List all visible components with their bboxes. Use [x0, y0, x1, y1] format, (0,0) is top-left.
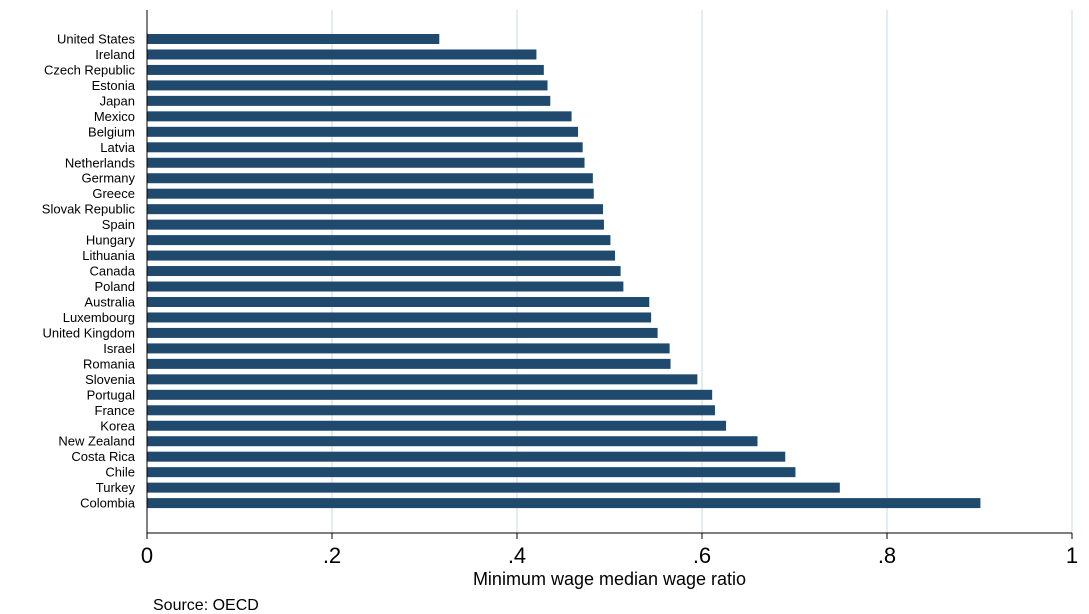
bars [147, 34, 981, 509]
x-tick-label-3: .6 [693, 543, 711, 568]
bar-romania [147, 358, 671, 369]
x-axis-label: Minimum wage median wage ratio [473, 569, 746, 589]
category-label-netherlands: Netherlands [65, 155, 136, 170]
bar-greece [147, 188, 594, 199]
category-label-spain: Spain [102, 217, 135, 232]
category-label-slovenia: Slovenia [85, 372, 136, 387]
x-tick-label-2: .4 [508, 543, 526, 568]
bar-france [147, 405, 715, 416]
bar-korea [147, 420, 727, 431]
bar-czech-republic [147, 64, 544, 75]
x-tick-label-0: 0 [141, 543, 153, 568]
category-label-colombia: Colombia [80, 496, 136, 511]
category-label-estonia: Estonia [92, 78, 136, 93]
bar-united-states [147, 34, 440, 44]
bar-netherlands [147, 157, 585, 168]
category-label-canada: Canada [89, 264, 135, 279]
bar-spain [147, 219, 604, 230]
category-label-portugal: Portugal [87, 387, 136, 402]
category-label-hungary: Hungary [86, 233, 136, 248]
category-label-romania: Romania [83, 356, 136, 371]
category-label-chile: Chile [105, 465, 135, 480]
bar-canada [147, 266, 621, 277]
category-label-turkey: Turkey [96, 480, 136, 495]
bar-estonia [147, 80, 548, 91]
bar-belgium [147, 126, 579, 137]
x-tick-label-5: 1 [1066, 543, 1078, 568]
category-label-united-kingdom: United Kingdom [43, 325, 136, 340]
category-label-korea: Korea [100, 418, 135, 433]
bar-germany [147, 173, 593, 184]
category-label-lithuania: Lithuania [82, 248, 136, 263]
bar-chile [147, 467, 796, 478]
category-label-czech-republic: Czech Republic [44, 62, 136, 77]
category-label-israel: Israel [103, 341, 135, 356]
category-label-poland: Poland [95, 279, 135, 294]
bar-hungary [147, 235, 611, 246]
bar-ireland [147, 49, 537, 60]
category-label-belgium: Belgium [88, 124, 135, 139]
category-label-luxembourg: Luxembourg [63, 310, 135, 325]
category-label-australia: Australia [84, 294, 135, 309]
category-label-ireland: Ireland [95, 47, 135, 62]
bar-israel [147, 343, 670, 354]
category-label-new-zealand: New Zealand [58, 434, 135, 449]
x-tick-label-1: .2 [323, 543, 341, 568]
category-label-latvia: Latvia [100, 140, 135, 155]
x-tick-label-4: .8 [878, 543, 896, 568]
x-ticks: 0 .2 .4 .6 .8 1 [141, 533, 1078, 568]
bar-japan [147, 95, 551, 106]
bar-costa-rica [147, 451, 786, 462]
category-label-slovak-republic: Slovak Republic [42, 202, 136, 217]
category-label-germany: Germany [82, 171, 136, 186]
source-note: Source: OECD [153, 597, 259, 614]
category-label-costa-rica: Costa Rica [71, 449, 135, 464]
bar-mexico [147, 111, 572, 122]
bar-slovenia [147, 374, 698, 385]
bar-united-kingdom [147, 327, 658, 338]
bar-colombia [147, 498, 981, 509]
bar-portugal [147, 389, 713, 400]
bar-latvia [147, 142, 583, 153]
bar-australia [147, 296, 650, 307]
bar-new-zealand [147, 436, 758, 447]
category-label-japan: Japan [100, 93, 135, 108]
bar-lithuania [147, 250, 616, 261]
category-label-france: France [95, 403, 135, 418]
bar-poland [147, 281, 624, 292]
bar-turkey [147, 482, 840, 493]
category-label-united-states: United States [57, 32, 136, 47]
category-label-greece: Greece [92, 186, 135, 201]
bar-luxembourg [147, 312, 652, 323]
bar-slovak-republic [147, 204, 604, 215]
category-label-mexico: Mexico [94, 109, 135, 124]
